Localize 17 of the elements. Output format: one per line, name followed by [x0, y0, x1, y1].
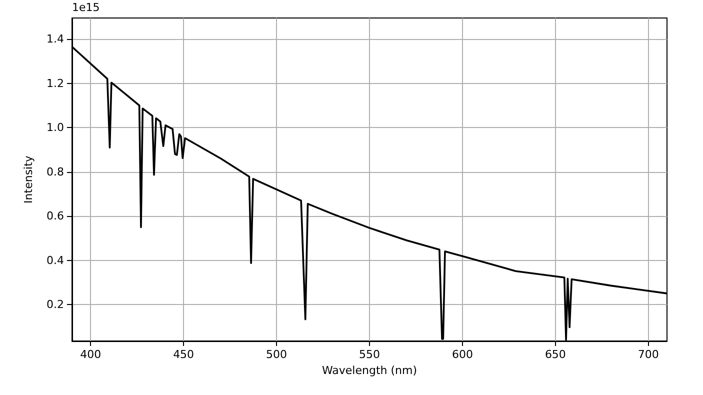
- y-tick-label: 1.4: [46, 32, 64, 46]
- y-tick-label: 1.0: [46, 121, 64, 134]
- x-tick-label: 550: [359, 348, 380, 361]
- x-tick-label: 700: [638, 348, 659, 361]
- x-tick-label: 600: [452, 348, 473, 361]
- x-tick-label: 400: [80, 348, 102, 361]
- y-tick-label: 1.2: [46, 76, 64, 90]
- y-tick-label: 0.2: [46, 298, 64, 311]
- x-tick-label: 650: [544, 348, 566, 361]
- y-axis-title: Intensity: [22, 155, 35, 204]
- y-tick-label: 0.8: [46, 165, 64, 178]
- x-axis-title: Wavelength (nm): [322, 364, 418, 377]
- x-tick-label: 500: [266, 348, 288, 361]
- y-tick-label: 0.6: [46, 210, 64, 223]
- y-tick-label: 0.4: [46, 254, 64, 267]
- text: 1e15: [72, 1, 100, 14]
- x-tick-label: 450: [173, 348, 194, 361]
